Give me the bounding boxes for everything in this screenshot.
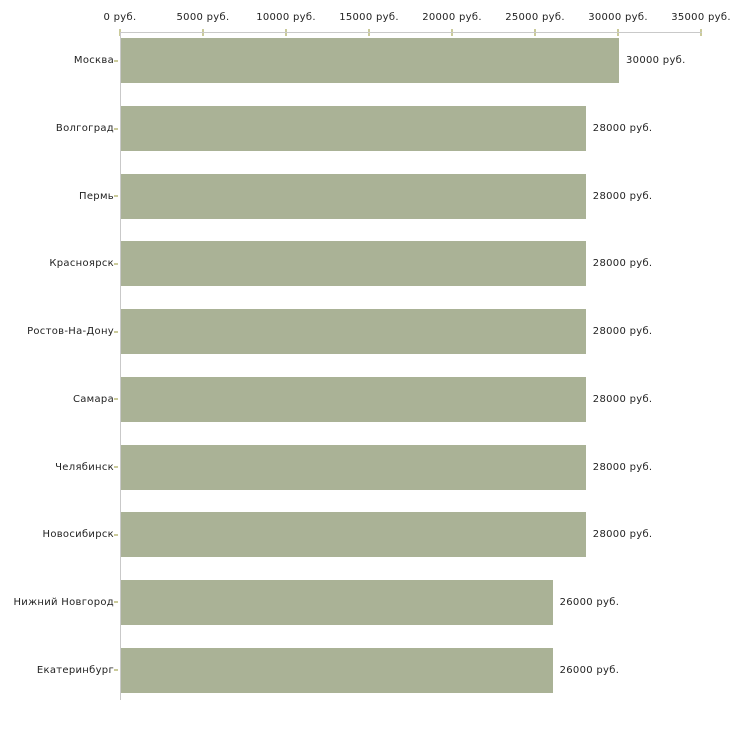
x-tick-label: 25000 руб.	[505, 12, 565, 23]
bar-value-label: 28000 руб.	[592, 529, 653, 541]
category-label: Ростов-На-Дону	[27, 326, 114, 338]
bar	[121, 579, 553, 625]
y-tick-mark	[114, 195, 118, 198]
bar-value-label: 30000 руб.	[626, 55, 686, 67]
chart-rows: Москва 30000 руб. Волгоград 28000 руб. Пермь…	[0, 27, 730, 704]
bar-value-label: 28000 руб.	[592, 326, 653, 338]
y-tick-mark	[114, 127, 118, 130]
bar	[121, 106, 586, 152]
category-label: Пермь	[79, 190, 114, 202]
bar	[121, 512, 586, 558]
bar-value-label: 28000 руб.	[592, 190, 653, 202]
y-tick-mark	[114, 466, 118, 469]
bar-value-label: 26000 руб.	[559, 596, 620, 608]
x-tick-label: 20000 руб.	[422, 12, 482, 23]
chart-row: Нижний Новгород 26000 руб.	[0, 569, 730, 637]
y-tick-mark	[114, 262, 118, 265]
category-label: Новосибирск	[42, 529, 114, 541]
x-tick-label: 10000 руб.	[256, 12, 316, 23]
bar	[121, 241, 586, 287]
chart-row: Пермь 28000 руб.	[0, 162, 730, 230]
bar-value-label: 28000 руб.	[592, 258, 653, 270]
category-label: Нижний Новгород	[13, 596, 114, 608]
bar	[121, 173, 586, 219]
category-label: Челябинск	[55, 461, 114, 473]
x-axis-line	[120, 32, 702, 33]
chart-row: Екатеринбург 26000 руб.	[0, 636, 730, 704]
x-tick-label: 0 руб.	[103, 12, 137, 23]
chart-row: Волгоград 28000 руб.	[0, 95, 730, 163]
x-tick-label: 35000 руб.	[671, 12, 730, 23]
y-tick-mark	[114, 669, 118, 672]
chart-row: Челябинск 28000 руб.	[0, 433, 730, 501]
x-tick-label: 15000 руб.	[339, 12, 399, 23]
chart-row: Москва 30000 руб.	[0, 27, 730, 95]
category-label: Москва	[73, 55, 114, 67]
chart-row: Самара 28000 руб.	[0, 366, 730, 434]
y-tick-mark	[114, 398, 118, 401]
category-label: Волгоград	[55, 123, 114, 135]
x-tick-label: 30000 руб.	[588, 12, 648, 23]
bar-value-label: 28000 руб.	[592, 461, 653, 473]
y-tick-mark	[114, 59, 118, 62]
y-tick-mark	[114, 601, 118, 604]
category-label: Красноярск	[49, 258, 114, 270]
bar-value-label: 26000 руб.	[559, 664, 620, 676]
x-tick-label: 5000 руб.	[176, 12, 230, 23]
y-tick-mark	[114, 330, 118, 333]
bar-value-label: 28000 руб.	[592, 123, 653, 135]
category-label: Екатеринбург	[36, 664, 114, 676]
y-tick-mark	[114, 533, 118, 536]
chart-row: Новосибирск 28000 руб.	[0, 501, 730, 569]
bar	[121, 309, 586, 355]
bar	[121, 376, 586, 422]
bar-value-label: 28000 руб.	[592, 393, 653, 405]
category-label: Самара	[72, 393, 114, 405]
bar	[121, 647, 553, 693]
y-axis-line	[120, 32, 121, 700]
bar	[121, 444, 586, 490]
chart-row: Ростов-На-Дону 28000 руб.	[0, 298, 730, 366]
chart-row: Красноярск 28000 руб.	[0, 230, 730, 298]
bar	[121, 38, 619, 84]
